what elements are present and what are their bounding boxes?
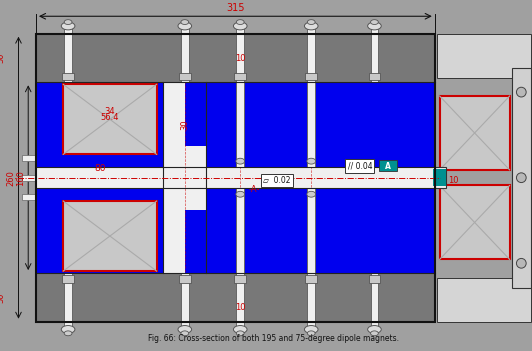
Ellipse shape: [234, 325, 247, 333]
Bar: [36, 188, 163, 273]
Bar: [36, 273, 435, 322]
Ellipse shape: [307, 20, 315, 25]
Circle shape: [517, 173, 526, 183]
Text: A: A: [385, 161, 391, 171]
Text: 34: 34: [105, 106, 115, 115]
Bar: [512, 68, 531, 287]
Ellipse shape: [64, 20, 72, 25]
Bar: [439, 185, 510, 259]
Bar: [369, 275, 380, 283]
Bar: [181, 273, 189, 330]
Ellipse shape: [181, 331, 189, 336]
Bar: [307, 273, 315, 330]
Bar: [206, 188, 435, 273]
Text: 315: 315: [226, 4, 245, 13]
Bar: [236, 82, 244, 167]
Polygon shape: [437, 34, 531, 78]
Bar: [236, 188, 244, 273]
Text: Fig. 66: Cross-section of both 195 and 75-degree dipole magnets.: Fig. 66: Cross-section of both 195 and 7…: [148, 334, 399, 343]
Bar: [206, 82, 435, 167]
Bar: [185, 82, 206, 146]
Bar: [163, 82, 206, 167]
Bar: [305, 275, 317, 283]
Bar: [307, 188, 315, 273]
Text: 50: 50: [0, 53, 6, 63]
Bar: [181, 26, 189, 82]
Bar: [36, 34, 435, 322]
Ellipse shape: [368, 325, 381, 333]
Bar: [371, 26, 378, 82]
Bar: [307, 82, 315, 167]
Ellipse shape: [236, 331, 244, 336]
Ellipse shape: [236, 20, 244, 25]
Text: 10: 10: [235, 303, 245, 312]
Text: ▱  0.02: ▱ 0.02: [263, 176, 291, 185]
Bar: [64, 26, 72, 82]
Bar: [369, 73, 380, 80]
Bar: [36, 167, 435, 188]
Ellipse shape: [178, 22, 192, 30]
Bar: [36, 34, 435, 322]
Polygon shape: [437, 278, 531, 322]
Ellipse shape: [371, 20, 378, 25]
Bar: [36, 34, 435, 82]
Bar: [235, 275, 246, 283]
Text: 56.4: 56.4: [101, 113, 119, 122]
Ellipse shape: [61, 325, 75, 333]
Bar: [22, 194, 36, 200]
Ellipse shape: [234, 22, 247, 30]
Ellipse shape: [304, 22, 318, 30]
Ellipse shape: [178, 325, 192, 333]
Text: 10: 10: [235, 54, 245, 62]
Bar: [236, 26, 244, 82]
Bar: [371, 273, 378, 330]
Ellipse shape: [236, 158, 245, 164]
Bar: [163, 188, 206, 273]
Bar: [62, 73, 74, 80]
Bar: [379, 160, 397, 171]
Text: 80: 80: [94, 164, 105, 173]
Ellipse shape: [368, 22, 381, 30]
Bar: [64, 273, 72, 330]
Ellipse shape: [307, 331, 315, 336]
Text: // 0.04: // 0.04: [347, 161, 372, 171]
Ellipse shape: [307, 191, 315, 197]
Bar: [179, 73, 190, 80]
Text: 50: 50: [0, 292, 6, 303]
Circle shape: [517, 87, 526, 97]
Circle shape: [517, 258, 526, 268]
Bar: [435, 167, 446, 188]
Text: 160: 160: [16, 170, 26, 186]
Bar: [235, 73, 246, 80]
Ellipse shape: [61, 22, 75, 30]
Bar: [305, 73, 317, 80]
Bar: [185, 210, 206, 273]
Ellipse shape: [236, 191, 245, 197]
Bar: [179, 275, 190, 283]
Ellipse shape: [307, 158, 315, 164]
Bar: [63, 201, 156, 271]
Bar: [439, 96, 510, 170]
Ellipse shape: [181, 20, 189, 25]
Ellipse shape: [304, 325, 318, 333]
Bar: [62, 275, 74, 283]
Bar: [63, 84, 156, 154]
Bar: [36, 82, 163, 167]
Ellipse shape: [64, 331, 72, 336]
Text: -A-: -A-: [249, 185, 261, 194]
Bar: [433, 169, 446, 186]
Bar: [22, 155, 36, 161]
Text: 260: 260: [6, 170, 15, 186]
Text: 10: 10: [448, 176, 459, 185]
Bar: [307, 26, 315, 82]
Text: 30: 30: [180, 119, 189, 130]
Bar: [22, 175, 36, 181]
Ellipse shape: [371, 331, 378, 336]
Bar: [236, 273, 244, 330]
